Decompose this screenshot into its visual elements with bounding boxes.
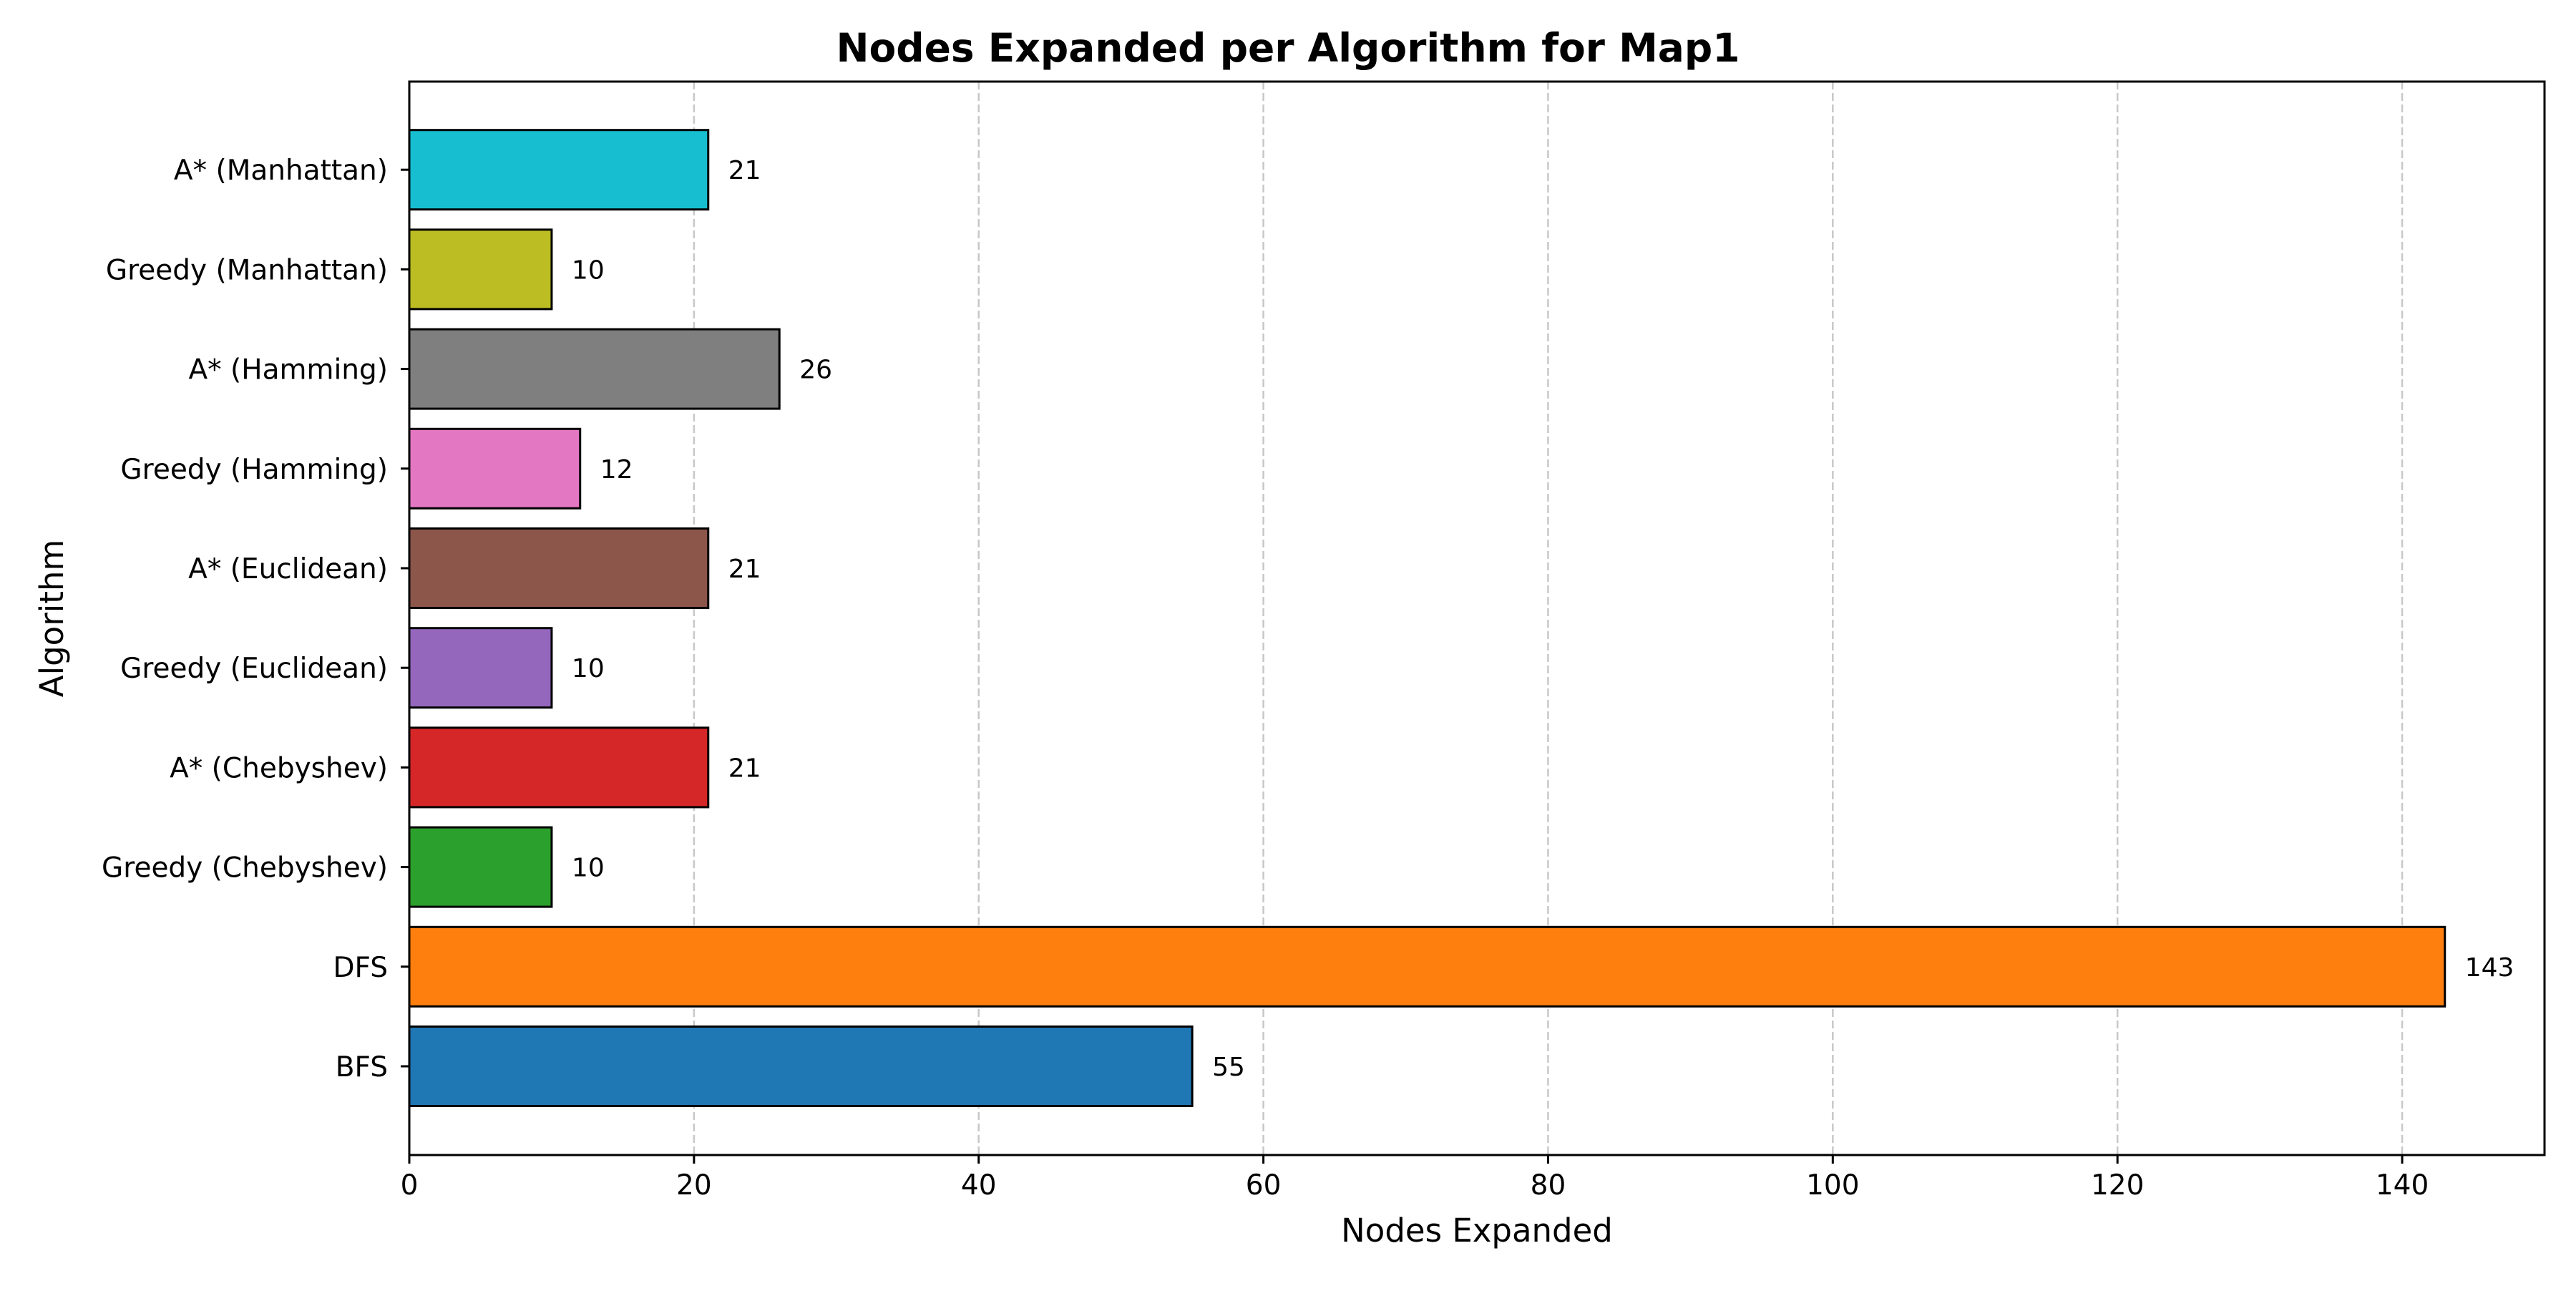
bar-value-label: 21 bbox=[728, 555, 761, 584]
chart-title: Nodes Expanded per Algorithm for Map1 bbox=[836, 25, 1740, 71]
x-axis: 0 20 40 60 80 100 120 140 bbox=[401, 1155, 2429, 1202]
y-tick-label: A* (Manhattan) bbox=[174, 155, 388, 187]
bar-value-label: 10 bbox=[572, 654, 605, 683]
x-axis-label: Nodes Expanded bbox=[1341, 1212, 1613, 1249]
data-labels-layer: 55 143 10 21 10 21 12 26 10 21 bbox=[572, 156, 2514, 1082]
x-tick-label: 0 bbox=[401, 1169, 419, 1202]
y-axis-label: Algorithm bbox=[33, 540, 71, 697]
bar bbox=[408, 427, 582, 510]
bar-value-label: 10 bbox=[572, 255, 605, 285]
y-tick-label: DFS bbox=[333, 952, 388, 984]
x-tick-label: 40 bbox=[961, 1169, 997, 1202]
bar bbox=[408, 925, 2446, 1008]
bar bbox=[408, 129, 710, 211]
y-tick-label: BFS bbox=[336, 1051, 388, 1083]
bar bbox=[408, 527, 710, 609]
y-tick-label: Greedy (Manhattan) bbox=[106, 254, 388, 286]
y-tick-label: A* (Chebyshev) bbox=[170, 752, 388, 784]
x-tick-label: 100 bbox=[1806, 1169, 1859, 1202]
bar bbox=[408, 826, 553, 908]
bar-value-label: 10 bbox=[572, 854, 605, 883]
y-tick-label: Greedy (Hamming) bbox=[120, 454, 388, 486]
bar bbox=[408, 228, 553, 311]
bar-value-label: 21 bbox=[728, 156, 761, 185]
bar-value-label: 12 bbox=[600, 455, 633, 484]
bar bbox=[408, 726, 710, 809]
x-tick-label: 140 bbox=[2376, 1169, 2429, 1202]
bar bbox=[408, 328, 781, 410]
y-tick-label: Greedy (Chebyshev) bbox=[102, 852, 388, 885]
bar bbox=[408, 1026, 1194, 1107]
x-tick-label: 60 bbox=[1246, 1169, 1282, 1202]
bar-value-label: 143 bbox=[2465, 953, 2514, 983]
x-tick-label: 120 bbox=[2091, 1169, 2144, 1202]
plot-frame bbox=[408, 80, 2546, 1156]
bar-value-label: 55 bbox=[1212, 1053, 1245, 1082]
y-tick-label: A* (Hamming) bbox=[188, 354, 388, 386]
y-tick-label: Greedy (Euclidean) bbox=[120, 653, 388, 685]
bar bbox=[408, 627, 553, 709]
bar-value-label: 26 bbox=[799, 356, 832, 385]
y-tick-label: A* (Euclidean) bbox=[188, 553, 388, 585]
x-tick-label: 20 bbox=[676, 1169, 712, 1202]
bars-layer bbox=[408, 129, 2446, 1107]
y-axis: BFS DFS Greedy (Chebyshev) A* (Chebyshev) Gr… bbox=[102, 155, 409, 1083]
bar-value-label: 21 bbox=[728, 754, 761, 783]
x-tick-label: 80 bbox=[1531, 1169, 1566, 1202]
